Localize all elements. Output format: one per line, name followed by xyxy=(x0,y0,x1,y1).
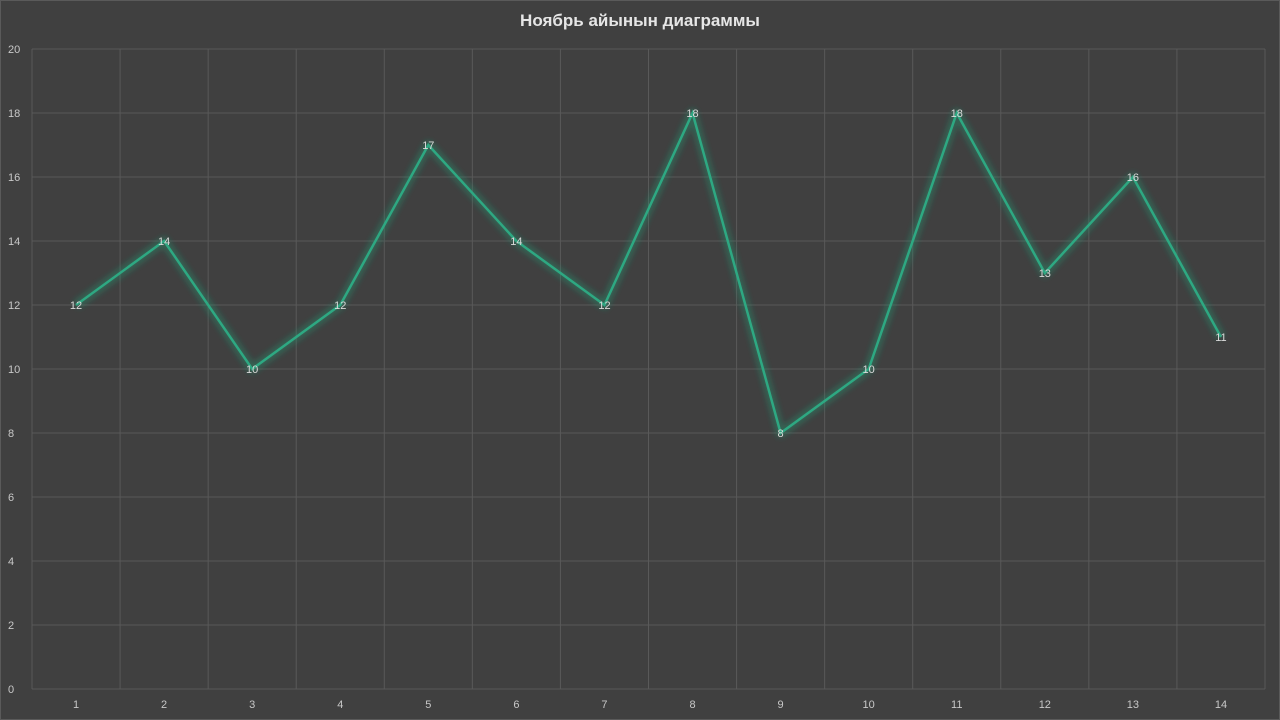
series-line xyxy=(75,109,1223,436)
y-tick-label: 2 xyxy=(8,620,14,632)
y-tick-label: 20 xyxy=(8,44,20,56)
x-tick-label: 11 xyxy=(951,699,962,711)
data-label: 18 xyxy=(951,108,963,120)
data-labels: 12 14 10 12 17 14 12 18 8 10 18 13 16 11 xyxy=(70,108,1227,440)
data-label: 10 xyxy=(246,364,258,376)
x-tick-label: 13 xyxy=(1127,699,1139,711)
x-tick-label: 4 xyxy=(337,699,343,711)
data-label: 13 xyxy=(1039,268,1051,280)
y-tick-label: 16 xyxy=(8,172,20,184)
x-tick-label: 5 xyxy=(425,699,431,711)
x-tick-label: 10 xyxy=(863,699,875,711)
x-tick-label: 1 xyxy=(73,699,79,711)
gridlines xyxy=(31,48,1266,690)
y-tick-label: 6 xyxy=(8,492,14,504)
y-tick-label: 4 xyxy=(8,556,14,568)
data-label: 17 xyxy=(422,140,434,152)
data-label: 10 xyxy=(863,364,875,376)
data-label: 18 xyxy=(686,108,698,120)
y-tick-label: 18 xyxy=(8,108,20,120)
data-label: 12 xyxy=(598,300,610,312)
x-tick-label: 12 xyxy=(1039,699,1051,711)
x-tick-label: 8 xyxy=(689,699,695,711)
x-tick-label: 2 xyxy=(161,699,167,711)
y-tick-label: 0 xyxy=(8,684,14,696)
data-label: 12 xyxy=(70,300,82,312)
x-tick-label: 9 xyxy=(778,699,784,711)
y-tick-label: 12 xyxy=(8,300,20,312)
data-label: 8 xyxy=(778,428,784,440)
x-tick-label: 14 xyxy=(1215,699,1227,711)
data-label: 12 xyxy=(334,300,346,312)
y-tick-label: 8 xyxy=(8,428,14,440)
series-layer xyxy=(73,108,1225,438)
chart-title: Ноябрь айынын диаграммы xyxy=(520,11,760,30)
x-tick-label: 3 xyxy=(249,699,255,711)
data-label: 11 xyxy=(1215,332,1226,344)
x-tick-label: 6 xyxy=(513,699,519,711)
data-label: 14 xyxy=(510,236,522,248)
x-tick-label: 7 xyxy=(601,699,607,711)
data-label: 16 xyxy=(1127,172,1139,184)
data-label: 14 xyxy=(158,236,170,248)
y-tick-label: 10 xyxy=(8,364,20,376)
y-tick-label: 14 xyxy=(8,236,20,248)
